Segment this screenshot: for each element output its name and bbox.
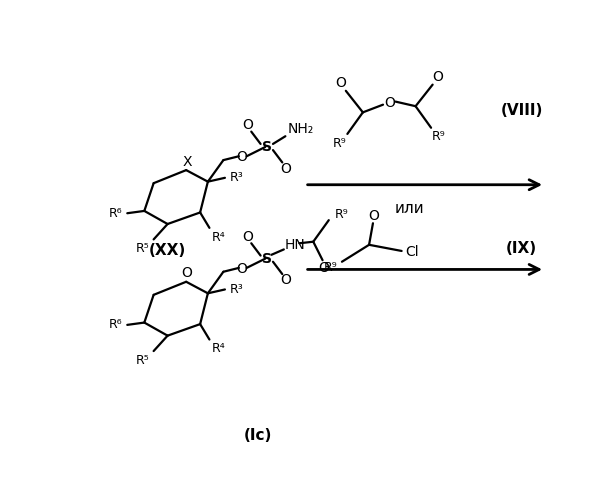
Text: R⁴: R⁴ (212, 342, 225, 355)
Text: NH₂: NH₂ (287, 122, 314, 136)
Text: O: O (280, 273, 291, 287)
Text: (IX): (IX) (506, 241, 537, 256)
Text: S: S (262, 252, 272, 266)
Text: R⁵: R⁵ (136, 354, 150, 367)
Text: R⁹: R⁹ (432, 130, 446, 143)
Text: X: X (182, 154, 192, 168)
Text: (VIII): (VIII) (501, 102, 543, 118)
Text: R³: R³ (230, 172, 244, 184)
Text: R⁹: R⁹ (334, 208, 348, 220)
Text: R⁵: R⁵ (136, 242, 150, 255)
Text: O: O (368, 208, 379, 222)
Text: R⁶: R⁶ (109, 318, 122, 332)
Text: O: O (243, 230, 253, 244)
Text: R⁹: R⁹ (323, 262, 337, 274)
Text: (Ic): (Ic) (244, 428, 272, 444)
Text: O: O (336, 76, 347, 90)
Text: R³: R³ (230, 283, 244, 296)
Text: S: S (262, 140, 272, 154)
Text: или: или (395, 201, 424, 216)
Text: O: O (243, 118, 253, 132)
Text: O: O (236, 262, 247, 276)
Text: Cl: Cl (406, 246, 419, 260)
Text: R⁴: R⁴ (212, 230, 225, 243)
Text: O: O (236, 150, 247, 164)
Text: R⁶: R⁶ (109, 206, 122, 220)
Text: R⁹: R⁹ (333, 136, 347, 149)
Text: O: O (181, 266, 192, 280)
Text: O: O (432, 70, 443, 84)
Text: HN: HN (284, 238, 305, 252)
Text: (XX): (XX) (149, 244, 186, 258)
Text: O: O (319, 261, 329, 275)
Text: O: O (280, 162, 291, 175)
Text: O: O (384, 96, 395, 110)
